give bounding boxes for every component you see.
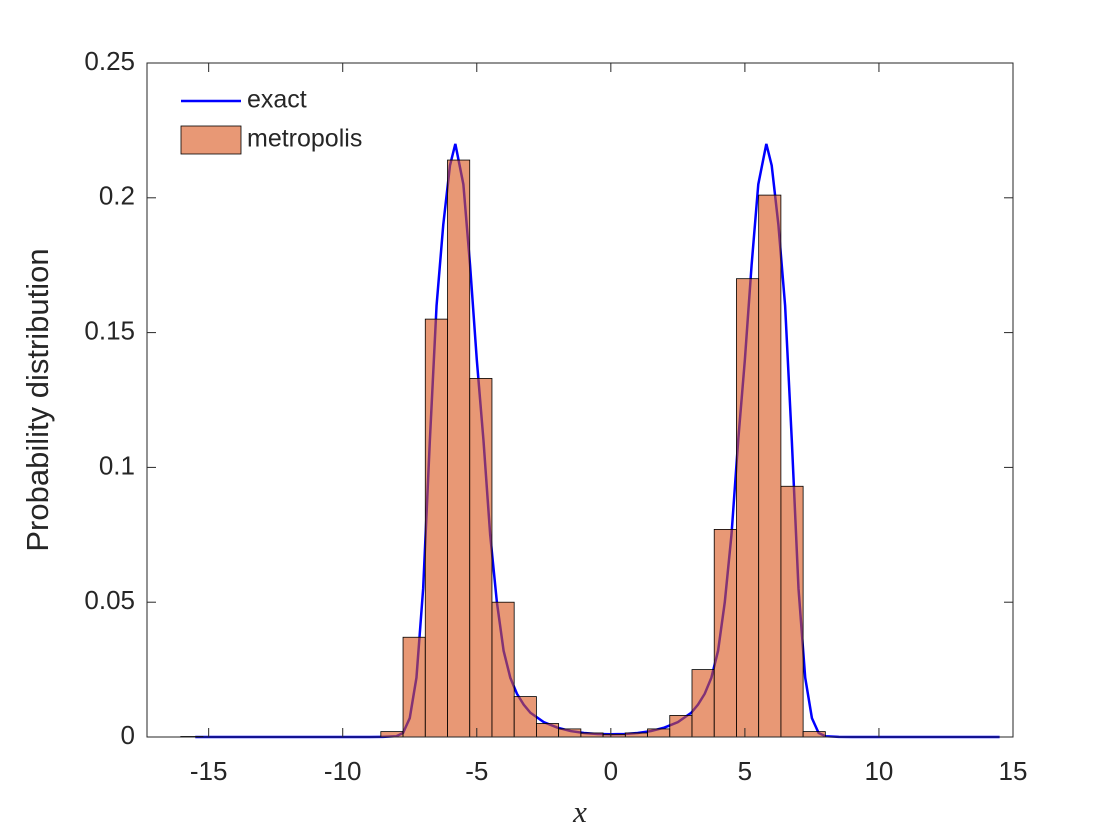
x-tick-label: -15 xyxy=(190,756,228,786)
y-tick-label: 0.05 xyxy=(84,585,135,615)
x-tick-label: 10 xyxy=(864,756,893,786)
histogram-bar xyxy=(758,194,782,738)
x-tick-label: 0 xyxy=(604,756,618,786)
x-tick-label: -10 xyxy=(324,756,362,786)
histogram-bar xyxy=(513,696,537,738)
histogram-bar xyxy=(802,731,826,738)
histogram-bar xyxy=(447,159,471,738)
x-tick-label: -5 xyxy=(465,756,488,786)
histogram-bar xyxy=(624,732,648,738)
histogram-bar xyxy=(469,378,493,738)
histogram-bar xyxy=(558,728,582,738)
histogram-bar xyxy=(669,715,693,738)
y-tick-label: 0.15 xyxy=(84,315,135,345)
histogram-bar xyxy=(424,318,448,738)
histogram-bar xyxy=(402,636,426,738)
histogram-bar xyxy=(580,732,604,738)
histogram-bar xyxy=(536,723,560,738)
histogram-bar xyxy=(780,485,804,738)
x-tick-label: 15 xyxy=(999,756,1028,786)
y-tick-label: 0 xyxy=(121,720,135,750)
y-axis-label: Probability distribution xyxy=(20,248,55,551)
histogram-bar xyxy=(380,731,404,738)
y-tick-label: 0.1 xyxy=(99,450,135,480)
y-tick-label: 0.25 xyxy=(84,46,135,76)
legend-label: exact xyxy=(247,86,307,114)
axes-box xyxy=(146,62,1014,738)
x-axis-label: x xyxy=(572,794,587,829)
histogram-bar xyxy=(713,529,737,738)
histogram-bar xyxy=(691,669,715,738)
histogram-bar xyxy=(647,728,671,738)
histogram-bar xyxy=(736,278,760,738)
legend-patch xyxy=(180,125,242,155)
histogram-bar xyxy=(491,601,515,738)
x-tick-label: 5 xyxy=(738,756,752,786)
legend-label: metropolis xyxy=(247,125,362,153)
y-tick-label: 0.2 xyxy=(99,181,135,211)
